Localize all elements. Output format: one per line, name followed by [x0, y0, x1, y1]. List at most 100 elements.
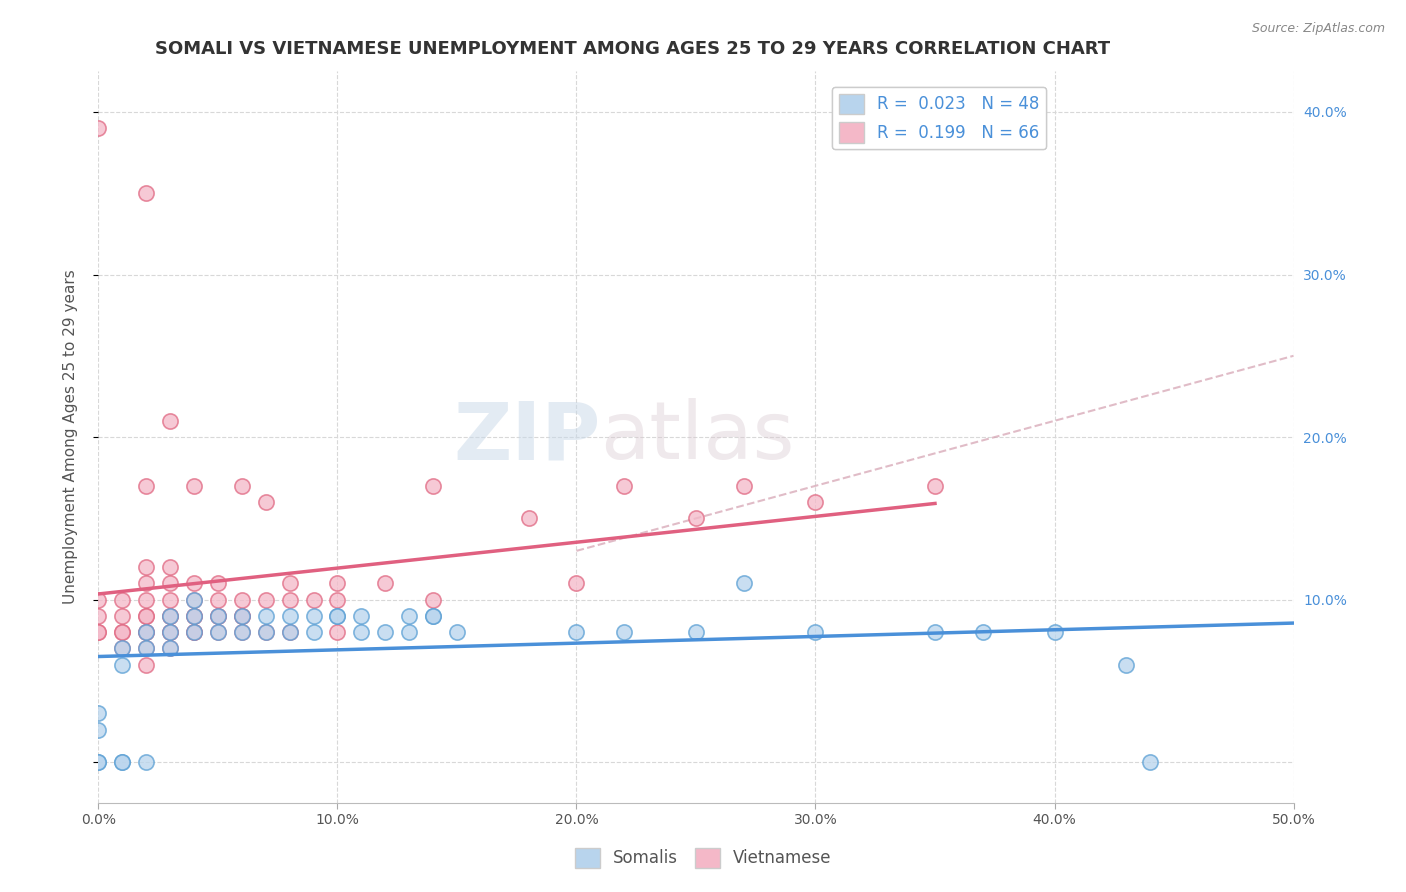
Point — [1043, 625, 1066, 640]
Point — [685, 511, 707, 525]
Point — [517, 511, 540, 525]
Point — [231, 625, 253, 640]
Point — [207, 592, 229, 607]
Point — [159, 625, 181, 640]
Point — [135, 641, 157, 656]
Point — [422, 479, 444, 493]
Point — [613, 625, 636, 640]
Y-axis label: Unemployment Among Ages 25 to 29 years: Unemployment Among Ages 25 to 29 years — [63, 269, 77, 605]
Point — [183, 608, 205, 623]
Point — [111, 625, 134, 640]
Point — [254, 608, 277, 623]
Point — [231, 608, 253, 623]
Point — [350, 608, 373, 623]
Point — [159, 414, 181, 428]
Point — [326, 608, 349, 623]
Point — [111, 657, 134, 672]
Point — [159, 641, 181, 656]
Point — [398, 625, 420, 640]
Point — [207, 625, 229, 640]
Point — [326, 592, 349, 607]
Point — [135, 657, 157, 672]
Point — [422, 592, 444, 607]
Point — [278, 592, 301, 607]
Legend: Somalis, Vietnamese: Somalis, Vietnamese — [568, 841, 838, 875]
Point — [87, 625, 110, 640]
Point — [302, 625, 325, 640]
Point — [159, 592, 181, 607]
Point — [135, 479, 157, 493]
Point — [254, 625, 277, 640]
Point — [207, 608, 229, 623]
Point — [183, 625, 205, 640]
Text: SOMALI VS VIETNAMESE UNEMPLOYMENT AMONG AGES 25 TO 29 YEARS CORRELATION CHART: SOMALI VS VIETNAMESE UNEMPLOYMENT AMONG … — [155, 40, 1111, 58]
Point — [207, 608, 229, 623]
Point — [111, 641, 134, 656]
Point — [231, 625, 253, 640]
Point — [159, 608, 181, 623]
Point — [302, 592, 325, 607]
Point — [159, 608, 181, 623]
Point — [87, 723, 110, 737]
Point — [302, 608, 325, 623]
Point — [111, 592, 134, 607]
Point — [207, 608, 229, 623]
Point — [398, 608, 420, 623]
Point — [207, 625, 229, 640]
Point — [613, 479, 636, 493]
Point — [87, 592, 110, 607]
Point — [733, 479, 755, 493]
Point — [87, 755, 110, 769]
Point — [135, 560, 157, 574]
Point — [135, 608, 157, 623]
Point — [685, 625, 707, 640]
Point — [159, 608, 181, 623]
Point — [374, 625, 396, 640]
Point — [278, 608, 301, 623]
Point — [326, 625, 349, 640]
Point — [111, 755, 134, 769]
Point — [135, 608, 157, 623]
Point — [159, 560, 181, 574]
Point — [183, 625, 205, 640]
Point — [1115, 657, 1137, 672]
Point — [350, 625, 373, 640]
Legend: R =  0.023   N = 48, R =  0.199   N = 66: R = 0.023 N = 48, R = 0.199 N = 66 — [832, 87, 1046, 149]
Point — [183, 608, 205, 623]
Point — [183, 625, 205, 640]
Point — [278, 625, 301, 640]
Point — [422, 608, 444, 623]
Point — [87, 755, 110, 769]
Point — [183, 592, 205, 607]
Point — [804, 625, 827, 640]
Point — [135, 625, 157, 640]
Point — [422, 608, 444, 623]
Point — [278, 576, 301, 591]
Point — [254, 592, 277, 607]
Point — [565, 625, 588, 640]
Text: atlas: atlas — [600, 398, 794, 476]
Point — [135, 625, 157, 640]
Point — [254, 625, 277, 640]
Point — [326, 608, 349, 623]
Point — [135, 576, 157, 591]
Point — [87, 625, 110, 640]
Point — [565, 576, 588, 591]
Point — [111, 608, 134, 623]
Point — [207, 576, 229, 591]
Point — [159, 625, 181, 640]
Point — [972, 625, 994, 640]
Point — [111, 625, 134, 640]
Point — [231, 592, 253, 607]
Point — [183, 479, 205, 493]
Point — [231, 608, 253, 623]
Point — [87, 121, 110, 136]
Point — [924, 625, 946, 640]
Point — [231, 479, 253, 493]
Point — [231, 608, 253, 623]
Point — [87, 608, 110, 623]
Point — [924, 479, 946, 493]
Point — [111, 755, 134, 769]
Point — [446, 625, 468, 640]
Point — [159, 641, 181, 656]
